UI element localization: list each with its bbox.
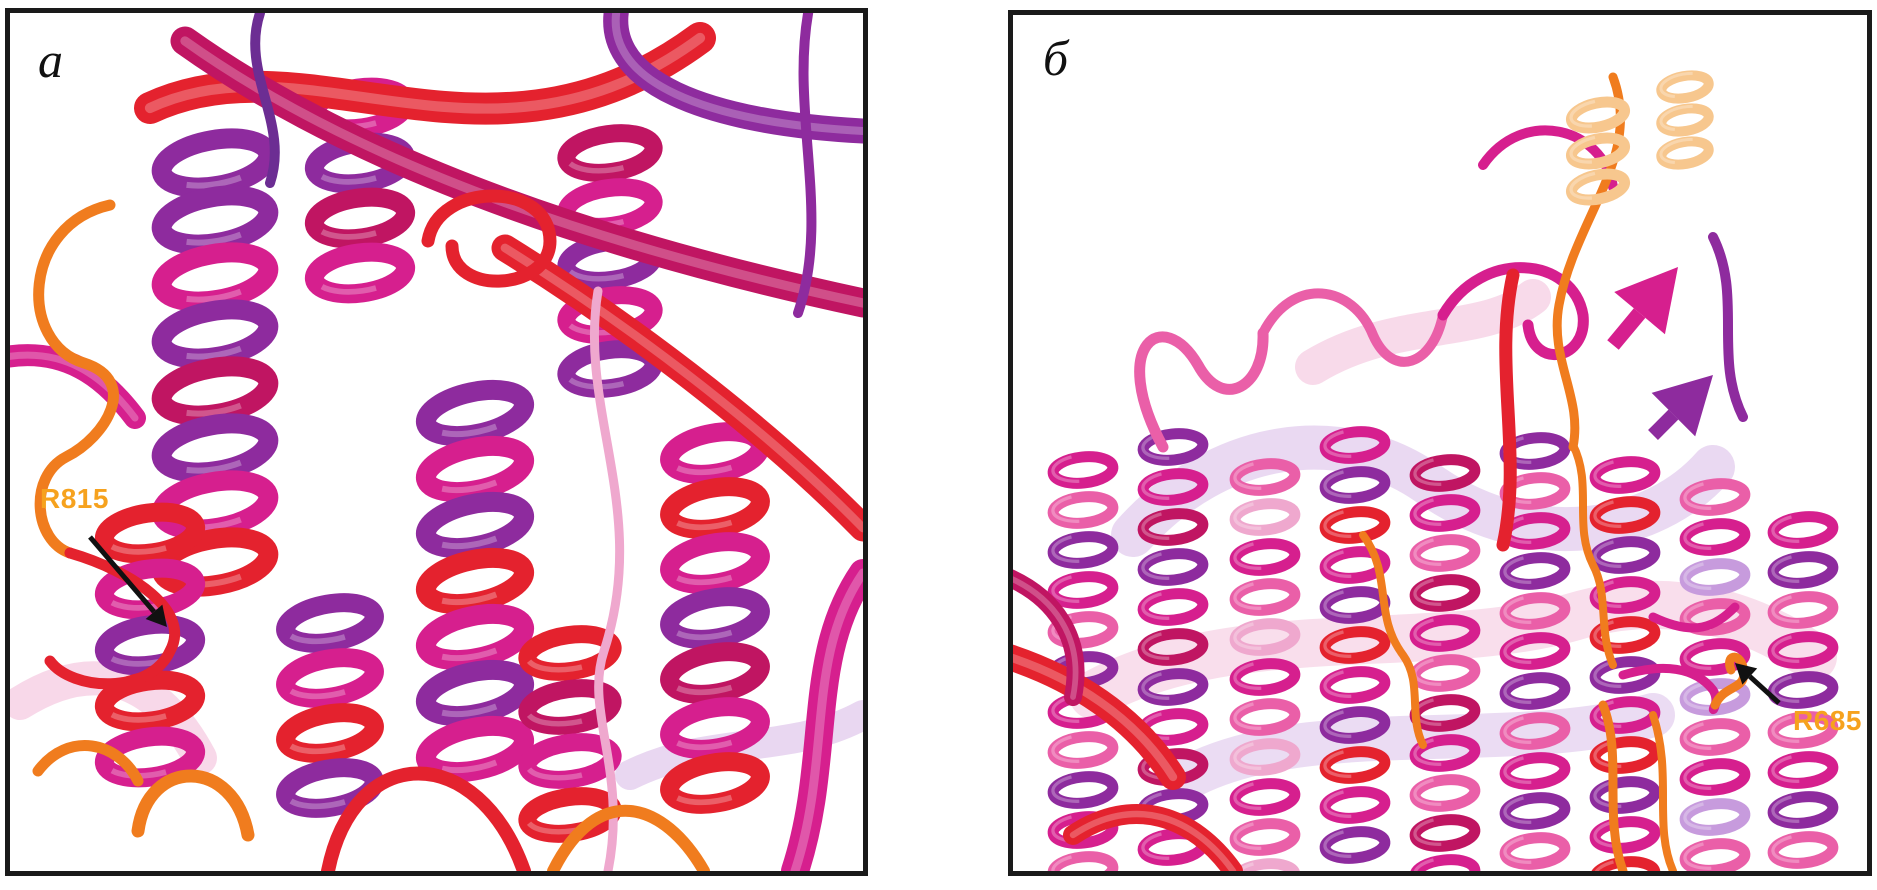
residue-label-r685: R685 [1793,705,1862,736]
panel-a: a R815 [5,8,868,876]
protein-ribbon-art-b [1013,70,1839,871]
residue-label-r815: R815 [40,483,109,514]
panel-a-letter: a [38,32,63,88]
protein-ribbon-art-a [10,13,863,871]
panel-b-letter: б [1043,30,1069,86]
panel-b: б R685 [1008,10,1872,876]
